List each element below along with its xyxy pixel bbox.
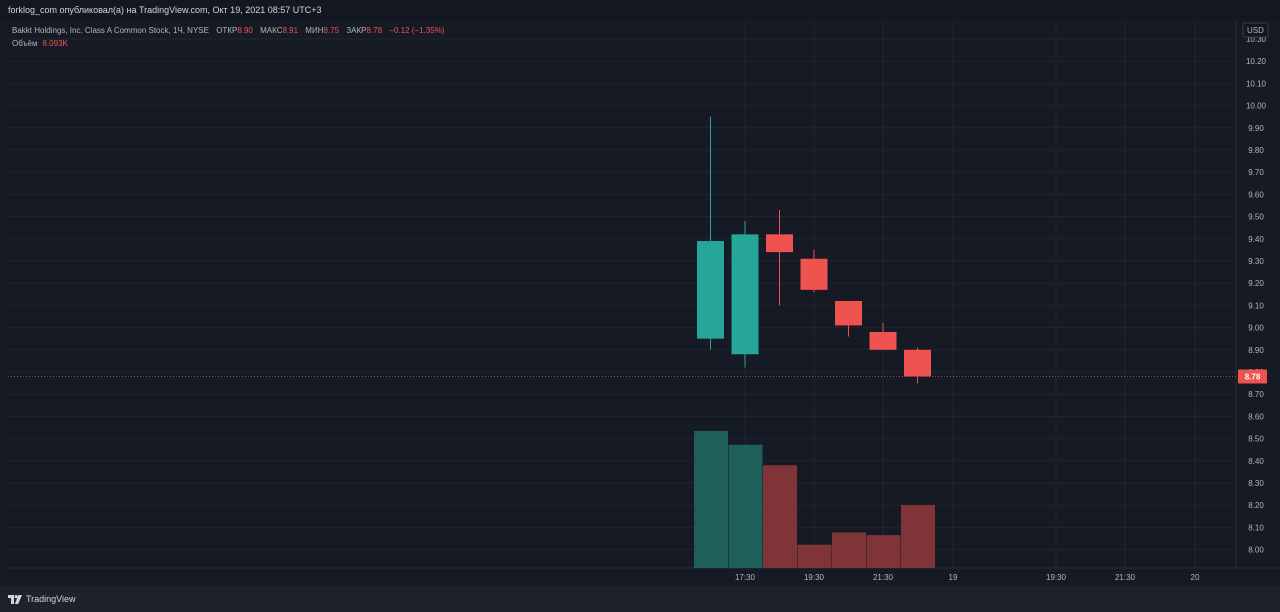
y-tick-label: 9.70 — [1248, 168, 1264, 177]
y-tick-label: 8.50 — [1248, 435, 1264, 444]
volume-bar — [728, 444, 763, 568]
y-tick-label: 8.00 — [1248, 546, 1264, 555]
symbol-title: Bakkt Holdings, Inc. Class A Common Stoc… — [12, 26, 209, 35]
y-tick-label: 9.00 — [1248, 324, 1264, 333]
high-label: МАКС — [260, 26, 283, 35]
open-value: 8.90 — [237, 26, 253, 35]
y-tick-label: 8.30 — [1248, 479, 1264, 488]
x-tick-label: 17:30 — [735, 573, 756, 582]
chart-legend: Bakkt Holdings, Inc. Class A Common Stoc… — [12, 24, 444, 50]
last-price-box — [1238, 369, 1267, 384]
price-chart[interactable]: 10.30 10.20 10.10 10.00 9.90 9.80 9.70 9.60 9.50… — [0, 0, 1280, 586]
x-tick-label: 19 — [949, 573, 958, 582]
x-tick-label: 19:30 — [1046, 573, 1067, 582]
candle-body — [731, 234, 759, 355]
volume-value: 8.093K — [42, 39, 68, 48]
y-tick-label: 9.60 — [1248, 190, 1264, 199]
currency-box — [1242, 22, 1269, 38]
volume-bar — [866, 535, 901, 568]
low-value: 8.75 — [323, 26, 340, 35]
y-tick-label: 9.40 — [1248, 235, 1264, 244]
y-tick-label: 8.90 — [1248, 346, 1264, 355]
high-value: 8.91 — [282, 26, 299, 35]
y-tick-label: 8.10 — [1248, 523, 1264, 532]
candle-body — [869, 332, 897, 350]
tradingview-logo-icon — [8, 594, 22, 604]
candle-body — [766, 234, 793, 253]
y-tick-label: 8.40 — [1248, 457, 1264, 466]
candle-body — [835, 300, 862, 326]
y-tick-label: 9.50 — [1248, 213, 1264, 222]
candle-body — [800, 258, 828, 290]
tradingview-brand: TradingView — [26, 594, 76, 604]
change-value: −0.12 (−1.35%) — [389, 26, 445, 35]
y-tick-label: 10.20 — [1246, 57, 1267, 66]
candle-body — [697, 241, 724, 339]
volume-bar — [901, 504, 935, 568]
close-value: 8.78 — [366, 26, 383, 35]
x-tick-label: 21:30 — [1115, 573, 1136, 582]
y-tick-label: 10.10 — [1246, 79, 1267, 88]
tradingview-logo[interactable]: TradingView — [8, 593, 76, 605]
currency-label: USD — [1247, 26, 1264, 35]
volume-bar — [763, 465, 797, 568]
footer-bar: TradingView — [0, 586, 1280, 612]
legend-volume-row: Объём 8.093K — [12, 37, 444, 50]
last-price-label: 8.78 — [1245, 372, 1261, 381]
y-tick-label: 8.70 — [1248, 390, 1264, 399]
x-tick-label: 20 — [1191, 573, 1200, 582]
volume-bar — [797, 544, 832, 568]
y-tick-label: 9.10 — [1248, 301, 1264, 310]
y-tick-label: 9.80 — [1248, 146, 1264, 155]
y-tick-label: 10.00 — [1246, 102, 1267, 111]
x-tick-label: 19:30 — [804, 573, 825, 582]
publish-header: forklog_com опубликовал(а) на TradingVie… — [0, 0, 1280, 20]
y-tick-label: 9.90 — [1248, 124, 1264, 133]
publish-line: forklog_com опубликовал(а) на TradingVie… — [8, 5, 322, 15]
volume-bar — [694, 431, 728, 568]
chart-area[interactable] — [0, 20, 1280, 586]
y-tick-label: 9.30 — [1248, 257, 1264, 266]
volume-label: Объём — [12, 39, 38, 48]
y-tick-label: 10.30 — [1246, 35, 1267, 44]
y-tick-label: 8.60 — [1248, 412, 1264, 421]
y-tick-label: 9.20 — [1248, 279, 1264, 288]
open-label: ОТКР — [216, 26, 238, 35]
volume-bar — [832, 532, 866, 568]
close-label: ЗАКР — [346, 26, 367, 35]
x-tick-label: 21:30 — [873, 573, 894, 582]
y-tick-label: 8.20 — [1248, 501, 1264, 510]
low-label: МИН — [305, 26, 324, 35]
candle-body — [904, 349, 931, 377]
legend-ohlc-row: Bakkt Holdings, Inc. Class A Common Stoc… — [12, 24, 444, 37]
